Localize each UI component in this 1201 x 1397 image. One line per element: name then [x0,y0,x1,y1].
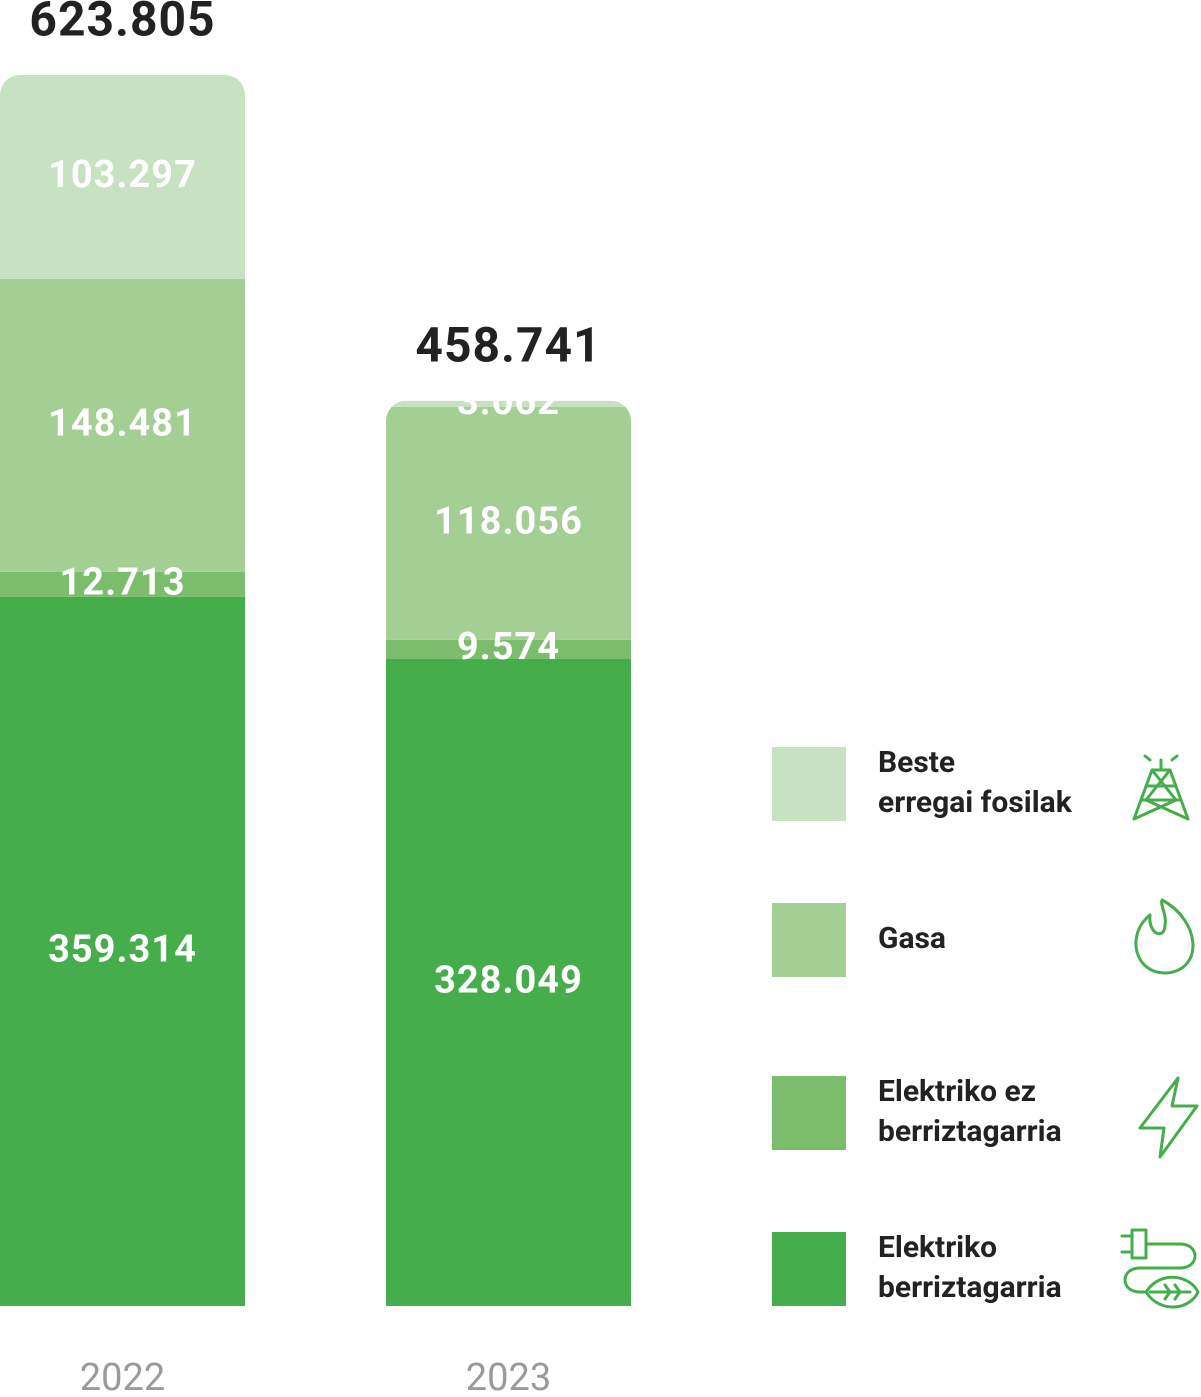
bar-segment [386,639,631,659]
tower-icon [1132,754,1190,821]
legend-label: Beste erregai fosilak [878,745,1073,820]
total-label: 458.741 [415,316,601,373]
value-label: 103.297 [48,153,197,197]
legend-swatch [772,1232,846,1306]
plug-icon [1120,1228,1200,1309]
legend-label: Elektriko berriztagarria [878,1230,1062,1305]
bar-group [0,75,245,1306]
value-label: 148.481 [48,401,197,445]
icons [1120,754,1200,1309]
legend-swatch [772,747,846,821]
legend-swatch [772,1076,846,1150]
value-label: 3.062 [457,380,560,424]
x-tick-label: 2023 [466,1356,551,1397]
bar-segment [386,658,631,1306]
value-label: 359.314 [48,928,197,972]
legend-label: Elektriko ez berriztagarria [878,1074,1062,1149]
bar-segment [386,406,631,640]
value-label: 328.049 [434,958,583,1002]
bar-group [386,400,631,1306]
value-label: 12.713 [59,560,185,604]
x-tick-label: 2022 [80,1356,165,1397]
total-label: 623.805 [29,0,215,48]
bar-segment [0,75,245,279]
legend-swatch [772,903,846,977]
bolt-icon [1138,1076,1199,1159]
bar-segment [0,596,245,1306]
flame-icon [1134,898,1195,975]
bar-segment [0,278,245,572]
legend-label: Gasa [878,921,946,956]
value-label: 9.574 [457,625,560,669]
bar-segment [0,571,245,597]
bar-segment [386,400,631,407]
value-label: 118.056 [434,499,583,543]
